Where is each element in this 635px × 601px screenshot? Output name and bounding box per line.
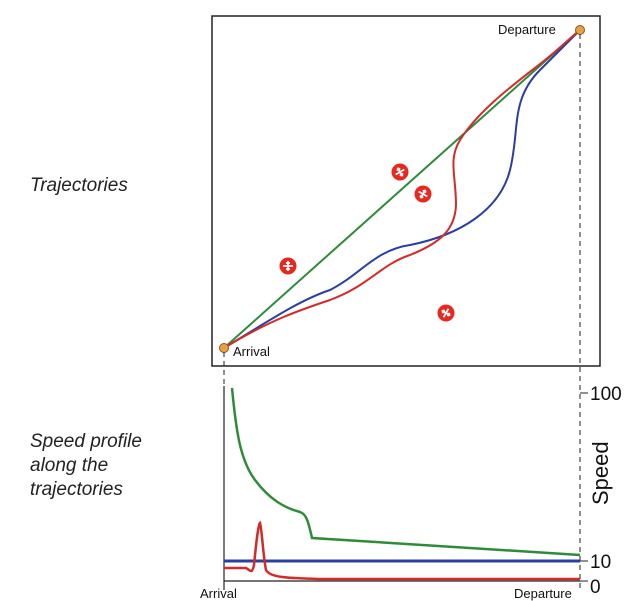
airplane-icon	[414, 185, 432, 203]
airplane-icon	[391, 163, 409, 181]
green-speed-curve	[230, 387, 581, 557]
green-trajectory	[223, 29, 581, 349]
speed-axis-title: Speed	[588, 441, 613, 505]
arrival-marker	[219, 343, 229, 353]
tick-label-0: 0	[590, 577, 601, 598]
speed-profile-label: Speed profile along the trajectories	[30, 431, 142, 500]
speed-x-end-label: Departure	[514, 586, 572, 601]
departure-marker	[575, 25, 585, 35]
blue-trajectory	[223, 29, 581, 349]
arrival-label: Arrival	[233, 344, 270, 359]
airplane-icon	[437, 304, 455, 322]
tick-label-100: 100	[590, 384, 622, 405]
airplane-icon	[279, 257, 297, 275]
red-trajectory	[223, 29, 581, 349]
speed-x-start-label: Arrival	[200, 586, 237, 601]
tick-label-10: 10	[590, 552, 611, 573]
trajectories-label: Trajectories	[30, 175, 128, 196]
departure-label: Departure	[498, 22, 556, 37]
red-speed-curve	[224, 520, 580, 581]
